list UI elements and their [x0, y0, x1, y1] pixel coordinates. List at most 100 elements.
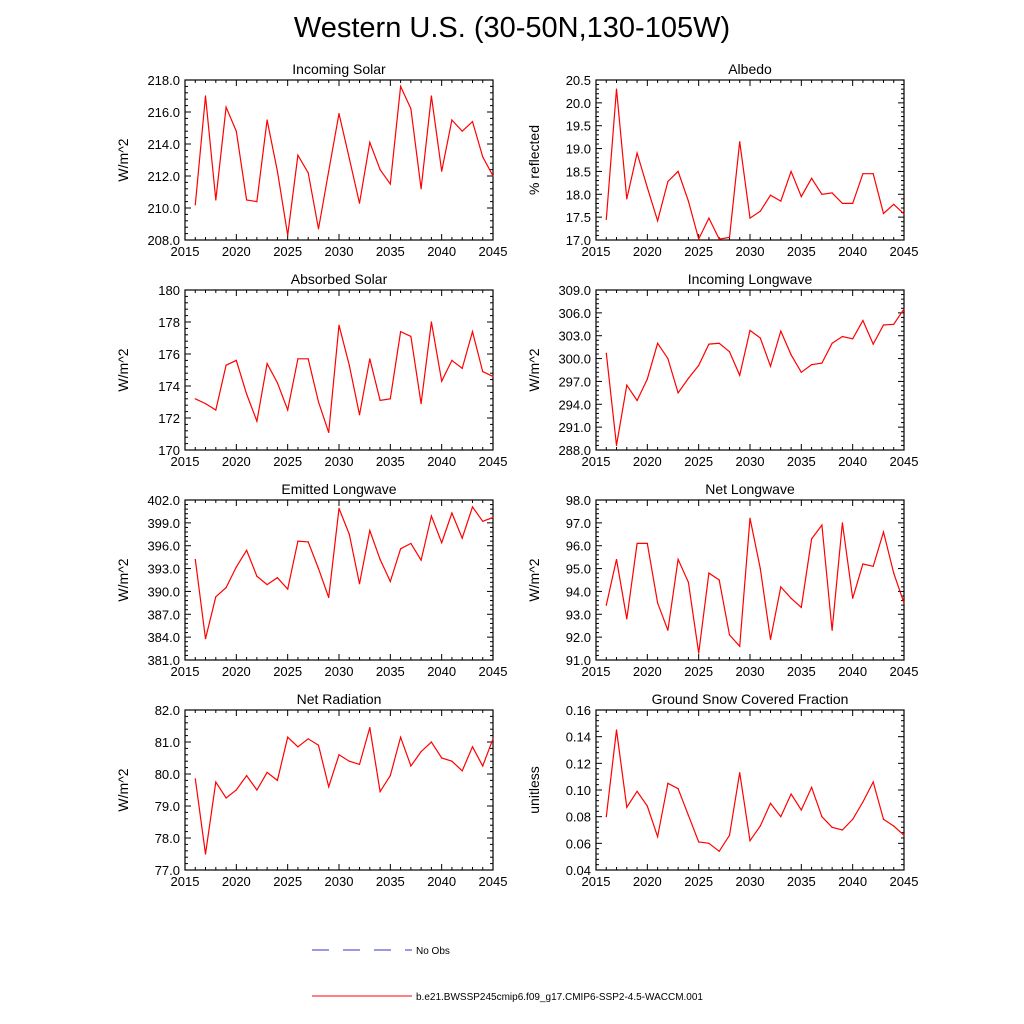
data-point — [893, 323, 895, 325]
y-tick-label: 297.0 — [558, 374, 591, 389]
data-point — [605, 218, 607, 221]
data-point — [204, 638, 207, 640]
data-point — [225, 797, 227, 799]
data-point — [708, 572, 710, 574]
data-point — [687, 814, 690, 816]
data-point — [893, 825, 895, 827]
data-point — [389, 183, 391, 185]
data-point — [410, 765, 412, 767]
data-point — [882, 531, 885, 533]
data-point — [872, 781, 874, 783]
data-point — [338, 507, 340, 509]
data-point — [667, 180, 669, 183]
data-point — [718, 342, 720, 344]
data-point — [790, 793, 792, 795]
data-point — [389, 398, 391, 400]
data-point — [276, 577, 278, 579]
data-point — [451, 760, 453, 762]
x-tick-label: 2045 — [890, 244, 919, 259]
data-point — [749, 517, 751, 519]
data-point — [800, 606, 802, 609]
y-tick-label: 208.0 — [147, 233, 180, 248]
data-point — [441, 757, 443, 759]
data-point — [358, 202, 361, 204]
data-point — [769, 365, 772, 367]
data-point — [841, 829, 844, 831]
data-point — [698, 841, 700, 843]
data-point — [677, 558, 679, 561]
data-point — [903, 308, 905, 310]
x-tick-label: 2040 — [838, 454, 867, 469]
y-tick-label: 81.0 — [155, 735, 180, 750]
data-point — [215, 781, 217, 783]
data-point — [800, 195, 802, 198]
data-point — [276, 170, 278, 172]
data-point — [338, 324, 340, 326]
data-point — [317, 567, 320, 570]
data-point — [410, 335, 412, 337]
x-tick-label: 2015 — [171, 664, 200, 679]
data-point — [328, 596, 330, 599]
data-point — [626, 198, 628, 200]
y-tick-label: 0.16 — [566, 703, 591, 718]
series-line — [605, 308, 905, 446]
data-point — [852, 818, 854, 820]
x-tick-label: 2030 — [325, 664, 354, 679]
y-tick-label: 77.0 — [155, 863, 180, 878]
x-tick-label: 2020 — [222, 874, 251, 889]
x-tick-label: 2045 — [479, 454, 508, 469]
data-point — [769, 802, 772, 804]
data-point — [451, 512, 453, 514]
data-point — [400, 736, 402, 738]
data-point — [246, 393, 248, 395]
data-point — [636, 399, 638, 402]
data-point — [461, 770, 463, 772]
x-tick-label: 2025 — [684, 664, 713, 679]
x-tick-label: 2030 — [736, 454, 765, 469]
data-point — [893, 203, 895, 205]
x-tick-label: 2040 — [838, 664, 867, 679]
data-point — [708, 343, 710, 345]
data-point — [790, 170, 792, 173]
y-tick-label: 95.0 — [566, 562, 591, 577]
data-point — [780, 200, 782, 202]
data-point — [471, 506, 474, 508]
data-point — [882, 818, 885, 820]
data-point — [615, 729, 618, 731]
data-point — [441, 380, 443, 382]
data-point — [739, 374, 741, 376]
x-tick-label: 2040 — [838, 874, 867, 889]
data-point — [204, 853, 207, 855]
data-point — [749, 217, 751, 219]
x-tick-label: 2025 — [684, 454, 713, 469]
x-tick-label: 2015 — [171, 874, 200, 889]
data-point — [657, 342, 659, 344]
data-point — [215, 199, 217, 201]
data-point — [276, 779, 278, 782]
panel-emitted-longwave: 2015 2020 2025 2030 2035 2040 2045 381.0 384.0 38… — [115, 481, 507, 679]
data-point — [461, 367, 463, 369]
data-point — [811, 177, 813, 179]
x-tick-label: 2025 — [684, 244, 713, 259]
panel-title: Incoming Longwave — [688, 271, 813, 287]
data-point — [348, 157, 350, 159]
series-line — [605, 518, 905, 654]
data-point — [317, 228, 320, 230]
x-tick-label: 2025 — [273, 454, 302, 469]
data-point — [358, 763, 361, 766]
data-point — [718, 850, 720, 852]
data-point — [451, 119, 453, 121]
series-line — [605, 729, 905, 853]
y-tick-label: 93.0 — [566, 607, 591, 622]
x-tick-label: 2020 — [633, 874, 662, 889]
y-axis-label: % reflected — [526, 125, 542, 195]
y-tick-label: 20.0 — [566, 96, 591, 111]
data-point — [307, 738, 309, 740]
y-tick-label: 178 — [158, 315, 180, 330]
y-tick-label: 97.0 — [566, 516, 591, 531]
data-point — [615, 558, 618, 561]
data-point — [215, 409, 217, 411]
series-line — [195, 321, 494, 433]
data-point — [852, 597, 854, 599]
data-point — [831, 826, 833, 828]
